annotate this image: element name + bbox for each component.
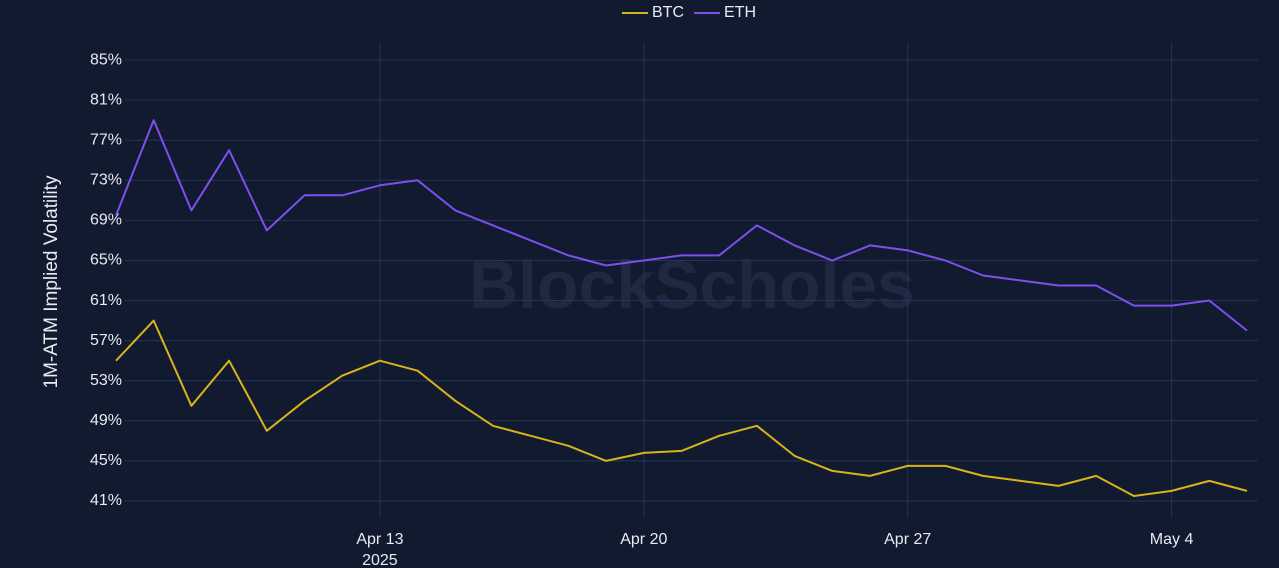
watermark: BlockScholes bbox=[469, 247, 915, 323]
legend-label: BTC bbox=[652, 4, 684, 21]
x-tick-label: Apr 27 bbox=[884, 531, 931, 548]
series-line bbox=[115, 119, 1248, 332]
y-tick-label: 49% bbox=[90, 412, 122, 429]
y-tick-label: 85% bbox=[90, 51, 122, 68]
y-tick-label: 65% bbox=[90, 252, 122, 269]
y-tick-label: 53% bbox=[90, 372, 122, 389]
y-tick-label: 57% bbox=[90, 332, 122, 349]
y-tick-label: 41% bbox=[90, 492, 122, 509]
y-axis-title: 1M-ATM Implied Volatility bbox=[41, 175, 62, 388]
y-tick-label: 69% bbox=[90, 212, 122, 229]
y-tick-label: 45% bbox=[90, 452, 122, 469]
legend-label: ETH bbox=[724, 4, 756, 21]
y-tick-label: 77% bbox=[90, 131, 122, 148]
y-tick-label: 81% bbox=[90, 91, 122, 108]
y-tick-label: 61% bbox=[90, 292, 122, 309]
y-tick-label: 73% bbox=[90, 172, 122, 189]
series-line bbox=[115, 319, 1248, 497]
x-tick-label: Apr 20 bbox=[620, 531, 667, 548]
x-tick-label: May 4 bbox=[1150, 531, 1194, 548]
x-tick-label: Apr 13 2025 bbox=[356, 531, 403, 568]
